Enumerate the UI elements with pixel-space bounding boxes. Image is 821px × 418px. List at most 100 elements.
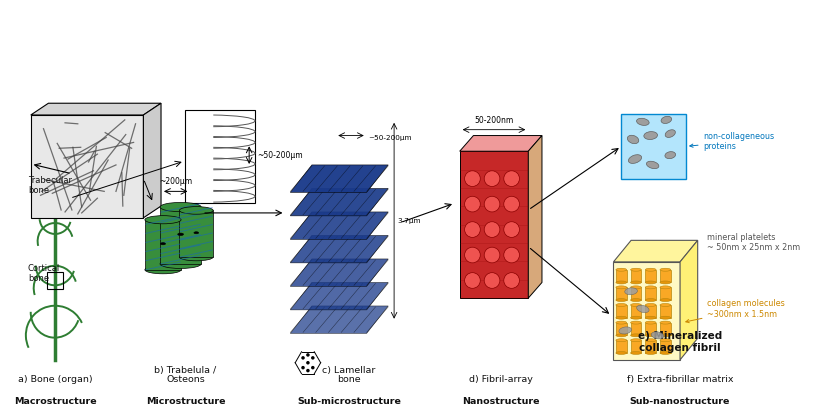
Ellipse shape	[616, 334, 626, 337]
Polygon shape	[616, 323, 626, 335]
Text: b) Trabelula /: b) Trabelula /	[154, 365, 217, 375]
Ellipse shape	[144, 216, 181, 224]
Text: non-collageneous
proteins: non-collageneous proteins	[690, 132, 775, 151]
Polygon shape	[291, 306, 388, 334]
Ellipse shape	[631, 334, 641, 337]
Polygon shape	[144, 103, 161, 218]
Ellipse shape	[645, 339, 656, 342]
Polygon shape	[631, 287, 641, 300]
Circle shape	[465, 247, 480, 263]
Ellipse shape	[660, 321, 671, 324]
Ellipse shape	[160, 259, 201, 268]
Ellipse shape	[180, 253, 213, 261]
Text: Sub-microstructure: Sub-microstructure	[297, 397, 401, 406]
Ellipse shape	[646, 161, 658, 168]
Ellipse shape	[616, 268, 626, 271]
Circle shape	[306, 369, 310, 372]
Circle shape	[306, 353, 310, 357]
FancyBboxPatch shape	[621, 114, 686, 178]
Polygon shape	[680, 240, 698, 360]
Bar	[48, 272, 63, 289]
Circle shape	[301, 356, 305, 359]
Text: 50-200nm: 50-200nm	[475, 116, 514, 125]
Text: Microstructure: Microstructure	[146, 397, 225, 406]
Ellipse shape	[631, 303, 641, 306]
Ellipse shape	[660, 352, 671, 354]
Ellipse shape	[631, 316, 641, 319]
Ellipse shape	[645, 298, 656, 301]
Ellipse shape	[660, 334, 671, 337]
Text: Nanostructure: Nanostructure	[462, 397, 539, 406]
Ellipse shape	[645, 321, 656, 324]
Text: bone: bone	[337, 375, 361, 384]
Ellipse shape	[144, 266, 181, 274]
Ellipse shape	[619, 327, 631, 334]
Ellipse shape	[627, 135, 639, 144]
Ellipse shape	[644, 132, 658, 140]
Ellipse shape	[631, 321, 641, 324]
Polygon shape	[616, 305, 626, 318]
Polygon shape	[528, 135, 542, 298]
Ellipse shape	[631, 298, 641, 301]
Ellipse shape	[631, 286, 641, 289]
Ellipse shape	[194, 232, 199, 234]
Ellipse shape	[645, 316, 656, 319]
Polygon shape	[180, 210, 213, 257]
Circle shape	[484, 247, 500, 263]
Polygon shape	[645, 287, 656, 300]
Text: d) Fibril-array: d) Fibril-array	[469, 375, 533, 384]
Ellipse shape	[616, 339, 626, 342]
Text: Osteons: Osteons	[166, 375, 205, 384]
Text: Macrostructure: Macrostructure	[14, 397, 97, 406]
Polygon shape	[291, 235, 388, 263]
Polygon shape	[616, 340, 626, 353]
Ellipse shape	[665, 130, 676, 138]
Polygon shape	[645, 270, 656, 283]
Text: ~50-200μm: ~50-200μm	[257, 150, 303, 160]
Polygon shape	[660, 305, 671, 318]
Polygon shape	[645, 340, 656, 353]
Polygon shape	[660, 340, 671, 353]
Ellipse shape	[645, 286, 656, 289]
Ellipse shape	[660, 339, 671, 342]
Ellipse shape	[180, 206, 213, 214]
Ellipse shape	[660, 281, 671, 284]
Polygon shape	[30, 115, 144, 218]
Ellipse shape	[660, 303, 671, 306]
Circle shape	[484, 273, 500, 288]
Polygon shape	[291, 212, 388, 240]
Circle shape	[484, 196, 500, 212]
Ellipse shape	[645, 268, 656, 271]
Circle shape	[465, 273, 480, 288]
Ellipse shape	[625, 288, 637, 295]
Ellipse shape	[636, 118, 649, 125]
Text: mineral platelets
~ 50nm x 25nm x 2nm: mineral platelets ~ 50nm x 25nm x 2nm	[708, 232, 800, 252]
Polygon shape	[291, 165, 388, 192]
Polygon shape	[613, 240, 698, 262]
Circle shape	[311, 356, 314, 359]
Text: e) Mineralized
collagen fibril: e) Mineralized collagen fibril	[638, 331, 722, 353]
Text: c) Lamellar: c) Lamellar	[323, 365, 376, 375]
Ellipse shape	[660, 268, 671, 271]
Polygon shape	[660, 323, 671, 335]
Ellipse shape	[645, 352, 656, 354]
Polygon shape	[631, 305, 641, 318]
Ellipse shape	[660, 316, 671, 319]
Text: 3-7μm: 3-7μm	[397, 218, 420, 224]
Polygon shape	[185, 110, 255, 203]
Circle shape	[465, 196, 480, 212]
Polygon shape	[616, 270, 626, 283]
Ellipse shape	[660, 286, 671, 289]
Ellipse shape	[616, 286, 626, 289]
Polygon shape	[460, 135, 542, 151]
Ellipse shape	[631, 281, 641, 284]
Polygon shape	[660, 287, 671, 300]
Polygon shape	[460, 151, 528, 298]
Polygon shape	[613, 262, 680, 360]
Polygon shape	[645, 323, 656, 335]
Circle shape	[504, 273, 520, 288]
Circle shape	[484, 171, 500, 186]
Ellipse shape	[616, 281, 626, 284]
Ellipse shape	[631, 352, 641, 354]
Text: ~200μm: ~200μm	[159, 178, 192, 186]
